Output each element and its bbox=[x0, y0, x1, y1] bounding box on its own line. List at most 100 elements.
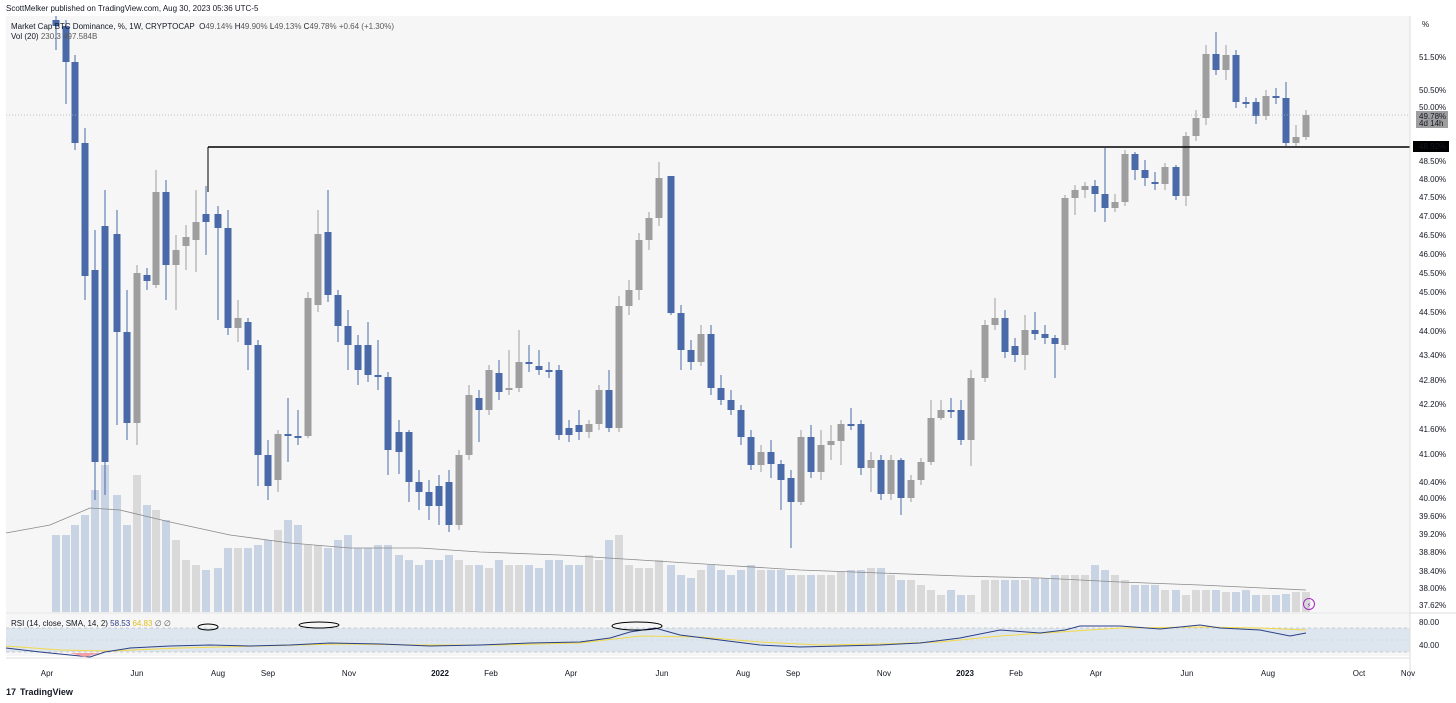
volume-bar bbox=[615, 535, 623, 612]
volume-bar bbox=[81, 515, 89, 612]
y-tick-label: 51.50% bbox=[1419, 53, 1446, 62]
volume-bar bbox=[405, 560, 413, 612]
tradingview-logo-icon: 17 bbox=[6, 687, 17, 697]
volume-bar bbox=[162, 520, 170, 612]
volume-bar bbox=[1192, 590, 1200, 612]
x-tick-label: 2023 bbox=[956, 669, 974, 678]
x-axis-ticks: Apr Jun Aug Sep Nov 2022 Feb Apr Jun Aug Sep Nov 202… bbox=[41, 669, 1415, 678]
candle bbox=[214, 206, 222, 320]
candle bbox=[947, 398, 955, 418]
percent-scale-button[interactable]: % bbox=[1422, 20, 1430, 29]
candle bbox=[152, 170, 160, 288]
candle bbox=[817, 430, 825, 480]
resistance-label-value: 48.92% bbox=[1419, 142, 1446, 151]
volume-bar bbox=[1222, 592, 1230, 612]
rsi-oversold-fill bbox=[70, 653, 100, 657]
volume-bar bbox=[274, 530, 282, 612]
candle bbox=[224, 210, 232, 335]
candle bbox=[1101, 148, 1109, 222]
volume-bar bbox=[314, 545, 322, 612]
candle bbox=[354, 335, 362, 385]
volume-bar bbox=[957, 595, 965, 612]
candle bbox=[595, 385, 603, 430]
volume-bar bbox=[777, 570, 785, 612]
annotation-circle-3 bbox=[611, 621, 663, 631]
volume-bar bbox=[585, 555, 593, 612]
volume-bar bbox=[133, 475, 141, 612]
ohlc-high: 49.90% bbox=[240, 22, 268, 31]
volume-bar bbox=[324, 548, 332, 612]
volume-bar bbox=[991, 580, 999, 612]
candle bbox=[907, 475, 915, 502]
candle bbox=[234, 300, 242, 342]
volume-bar bbox=[123, 525, 131, 612]
y-tick-label: 45.50% bbox=[1419, 269, 1446, 278]
volume-bar bbox=[817, 575, 825, 612]
volume-bar bbox=[475, 565, 483, 612]
x-tick-label: 2022 bbox=[431, 669, 449, 678]
volume-bar bbox=[334, 540, 342, 612]
footer-brand: 17 TradingView bbox=[6, 687, 73, 697]
candle bbox=[91, 230, 99, 500]
volume-bar bbox=[857, 570, 865, 612]
volume-bar bbox=[827, 575, 835, 612]
volume-bar bbox=[384, 545, 392, 612]
volume-bar bbox=[294, 525, 302, 612]
volume-bar bbox=[395, 555, 403, 612]
volume-bar bbox=[52, 535, 60, 612]
volume-bar bbox=[635, 568, 643, 612]
volume-bar bbox=[1141, 585, 1149, 612]
candle bbox=[1161, 163, 1169, 190]
x-tick-label: Feb bbox=[1009, 669, 1023, 678]
footer-brand-text: TradingView bbox=[20, 687, 73, 697]
volume-bar bbox=[677, 575, 685, 612]
candle bbox=[314, 210, 322, 312]
candle bbox=[143, 268, 151, 290]
volume-bar bbox=[867, 568, 875, 612]
candle bbox=[867, 452, 875, 492]
volume-bar bbox=[1252, 595, 1260, 612]
candle bbox=[1031, 312, 1039, 340]
volume-bar bbox=[192, 565, 200, 612]
volume-bar bbox=[234, 548, 242, 612]
volume-bar bbox=[737, 570, 745, 612]
y-tick-label: 46.00% bbox=[1419, 250, 1446, 259]
candle bbox=[991, 298, 999, 330]
candle bbox=[1192, 110, 1200, 141]
volume-bar bbox=[254, 545, 262, 612]
lightning-icon[interactable]: ⚡ bbox=[1303, 598, 1315, 610]
candle bbox=[1141, 160, 1149, 186]
volume-bar bbox=[1061, 575, 1069, 612]
volume-bar bbox=[667, 565, 675, 612]
candle bbox=[244, 318, 252, 370]
volume-bar bbox=[605, 540, 613, 612]
volume-bar bbox=[757, 570, 765, 612]
volume-bar bbox=[1232, 592, 1240, 612]
candle bbox=[101, 190, 109, 495]
volume-bar bbox=[515, 565, 523, 612]
candle bbox=[1121, 150, 1129, 206]
volume-bar bbox=[113, 495, 121, 612]
candle bbox=[555, 365, 563, 440]
volume-bar bbox=[505, 565, 513, 612]
volume-bar bbox=[101, 465, 109, 612]
volume-bar bbox=[655, 560, 663, 612]
rsi-line bbox=[5, 624, 1307, 658]
x-tick-label: Sep bbox=[786, 669, 801, 678]
candle bbox=[827, 425, 835, 460]
volume-bar bbox=[787, 575, 795, 612]
candle bbox=[395, 420, 403, 474]
candle bbox=[585, 420, 593, 438]
candle bbox=[857, 420, 865, 475]
volume-bar bbox=[214, 568, 222, 612]
candle bbox=[81, 128, 89, 300]
candle bbox=[475, 390, 483, 442]
y-tick-label: 38.80% bbox=[1419, 548, 1446, 557]
volume-bar bbox=[887, 575, 895, 612]
publish-info: ScottMelker published on TradingView.com… bbox=[6, 4, 259, 13]
rsi-level-80: 80.00 bbox=[1419, 618, 1440, 627]
candle bbox=[1212, 32, 1220, 75]
y-tick-label: 44.00% bbox=[1419, 327, 1446, 336]
candle bbox=[635, 233, 643, 300]
